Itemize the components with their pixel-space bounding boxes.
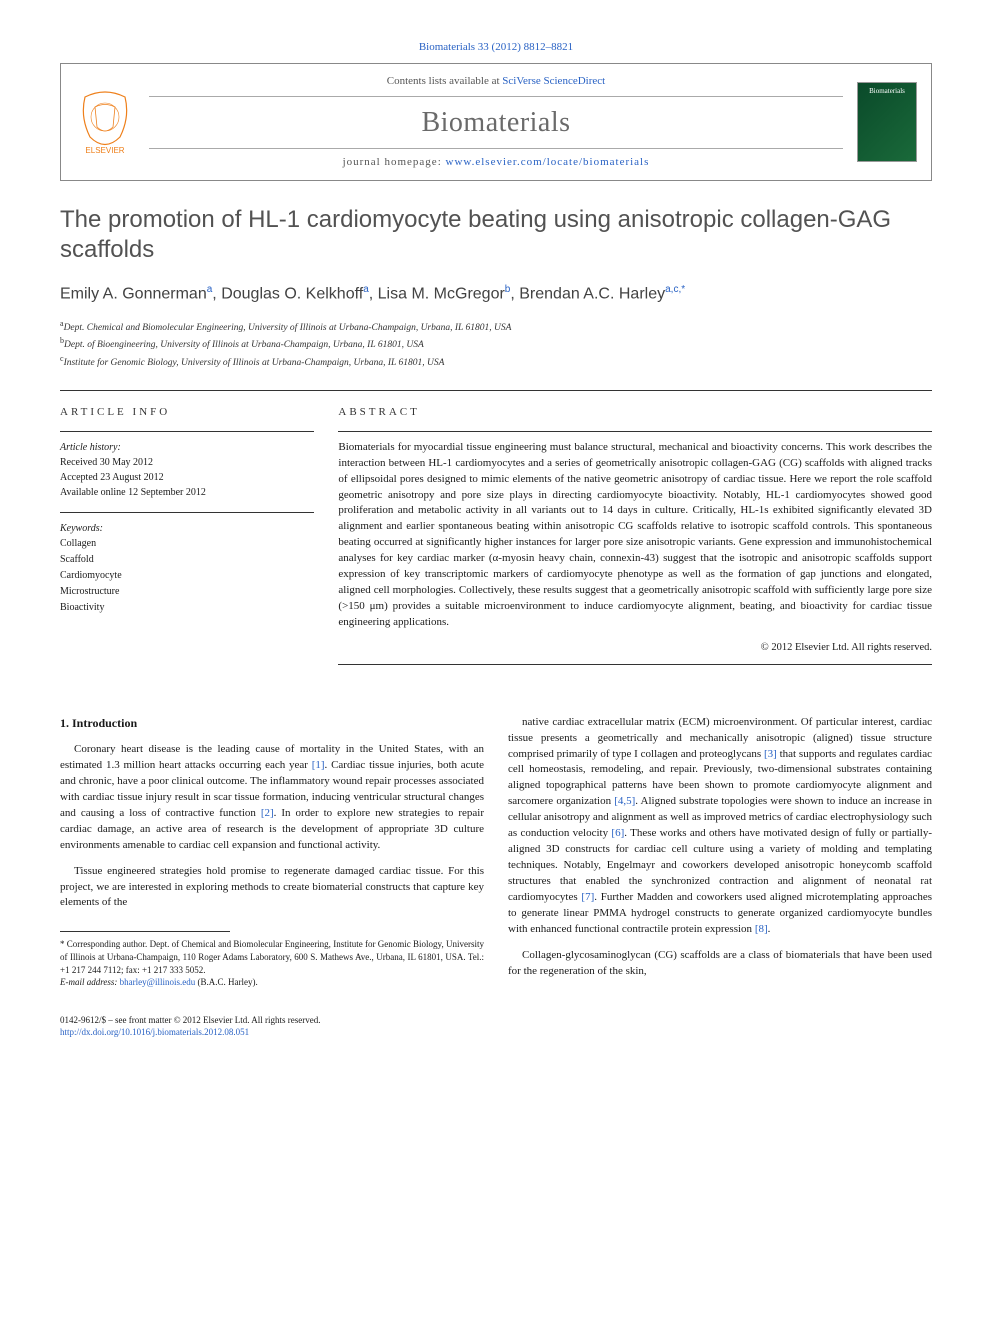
- affiliation-line: aDept. Chemical and Biomolecular Enginee…: [60, 318, 932, 335]
- body-two-column: 1. Introduction Coronary heart disease i…: [60, 715, 932, 990]
- author-affil-mark: b: [505, 284, 511, 295]
- author-name: Emily A. Gonnerman: [60, 286, 207, 303]
- author-affil-mark: a,c,: [665, 284, 681, 295]
- homepage-link[interactable]: www.elsevier.com/locate/biomaterials: [446, 156, 650, 168]
- affiliation-line: cInstitute for Genomic Biology, Universi…: [60, 353, 932, 370]
- keyword-item: Microstructure: [60, 584, 314, 600]
- body-paragraph: Coronary heart disease is the leading ca…: [60, 742, 484, 854]
- author-list: Emily A. Gonnermana, Douglas O. Kelkhoff…: [60, 283, 932, 306]
- keyword-item: Scaffold: [60, 552, 314, 568]
- contents-prefix: Contents lists available at: [387, 75, 502, 87]
- citation-line: Biomaterials 33 (2012) 8812–8821: [60, 40, 932, 55]
- doi-link[interactable]: http://dx.doi.org/10.1016/j.biomaterials…: [60, 1027, 249, 1037]
- sciencedirect-link[interactable]: SciVerse ScienceDirect: [502, 75, 605, 87]
- email-suffix: (B.A.C. Harley).: [197, 977, 257, 987]
- author-name: Brendan A.C. Harley: [519, 286, 665, 303]
- corresponding-mark: *: [681, 284, 685, 295]
- journal-cover-thumb: Biomaterials: [857, 82, 917, 162]
- elsevier-logo: ELSEVIER: [75, 87, 135, 157]
- keyword-item: Bioactivity: [60, 600, 314, 616]
- article-info-column: ARTICLE INFO Article history: Received 3…: [60, 405, 314, 684]
- contents-line: Contents lists available at SciVerse Sci…: [149, 74, 843, 89]
- elsevier-label: ELSEVIER: [85, 146, 124, 155]
- email-link[interactable]: bharley@illinois.edu: [120, 977, 196, 987]
- author-affil-mark: a: [363, 284, 369, 295]
- abstract-heading: ABSTRACT: [338, 405, 932, 420]
- article-history: Article history: Received 30 May 2012 Ac…: [60, 431, 314, 500]
- page-footer: 0142-9612/$ – see front matter © 2012 El…: [60, 1014, 932, 1039]
- keywords-block: Keywords: Collagen Scaffold Cardiomyocyt…: [60, 512, 314, 616]
- article-info-heading: ARTICLE INFO: [60, 405, 314, 420]
- keyword-item: Cardiomyocyte: [60, 568, 314, 584]
- affiliations-block: aDept. Chemical and Biomolecular Enginee…: [60, 318, 932, 370]
- page-root: Biomaterials 33 (2012) 8812–8821 ELSEVIE…: [0, 0, 992, 1079]
- section-number: 1.: [60, 716, 69, 730]
- front-matter-line: 0142-9612/$ – see front matter © 2012 El…: [60, 1014, 321, 1027]
- journal-masthead: ELSEVIER Contents lists available at Sci…: [60, 63, 932, 181]
- corresponding-footnote: * Corresponding author. Dept. of Chemica…: [60, 938, 484, 988]
- section-title: Introduction: [72, 716, 137, 730]
- footer-left: 0142-9612/$ – see front matter © 2012 El…: [60, 1014, 321, 1039]
- online-date: Available online 12 September 2012: [60, 485, 314, 500]
- abstract-copyright: © 2012 Elsevier Ltd. All rights reserved…: [338, 641, 932, 656]
- email-line: E-mail address: bharley@illinois.edu (B.…: [60, 976, 484, 989]
- abstract-column: ABSTRACT Biomaterials for myocardial tis…: [338, 405, 932, 684]
- history-label: Article history:: [60, 440, 314, 455]
- keywords-label: Keywords:: [60, 521, 314, 536]
- abstract-bottom-rule: [338, 664, 932, 665]
- section-heading: 1. Introduction: [60, 715, 484, 732]
- homepage-line: journal homepage: www.elsevier.com/locat…: [149, 155, 843, 170]
- author-name: Lisa M. McGregor: [378, 286, 505, 303]
- abstract-text: Biomaterials for myocardial tissue engin…: [338, 431, 932, 631]
- received-date: Received 30 May 2012: [60, 455, 314, 470]
- body-left-column: 1. Introduction Coronary heart disease i…: [60, 715, 484, 990]
- corresponding-text: * Corresponding author. Dept. of Chemica…: [60, 938, 484, 976]
- keywords-list: Collagen Scaffold Cardiomyocyte Microstr…: [60, 536, 314, 616]
- body-paragraph: Tissue engineered strategies hold promis…: [60, 864, 484, 912]
- body-right-column: native cardiac extracellular matrix (ECM…: [508, 715, 932, 990]
- email-label: E-mail address:: [60, 977, 120, 987]
- journal-name: Biomaterials: [149, 103, 843, 142]
- author-name: Douglas O. Kelkhoff: [221, 286, 363, 303]
- info-abstract-row: ARTICLE INFO Article history: Received 3…: [60, 390, 932, 684]
- body-paragraph: Collagen-glycosaminoglycan (CG) scaffold…: [508, 948, 932, 980]
- body-paragraph: native cardiac extracellular matrix (ECM…: [508, 715, 932, 938]
- homepage-prefix: journal homepage:: [343, 156, 446, 168]
- footnote-separator: [60, 931, 230, 932]
- article-title: The promotion of HL-1 cardiomyocyte beat…: [60, 205, 932, 265]
- masthead-center: Contents lists available at SciVerse Sci…: [149, 74, 843, 170]
- author-affil-mark: a: [207, 284, 213, 295]
- keyword-item: Collagen: [60, 536, 314, 552]
- affiliation-line: bDept. of Bioengineering, University of …: [60, 335, 932, 352]
- accepted-date: Accepted 23 August 2012: [60, 470, 314, 485]
